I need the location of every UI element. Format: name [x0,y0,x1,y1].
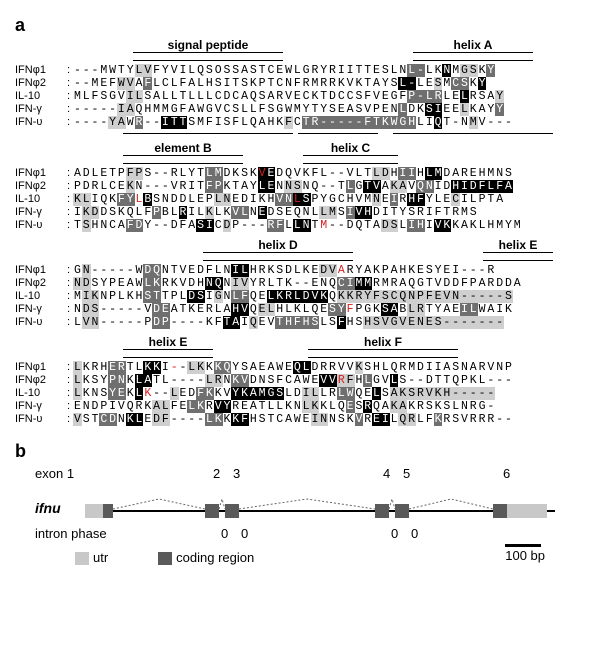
alignment-row: IL-10:LKNSYEKLK--LEDFKKVYKAMGSLDILLRLWQE… [15,387,585,400]
cds-block [225,504,239,518]
intron-phase-label: intron phase [35,526,107,541]
row-label: IFN-γ [15,400,67,413]
row-label: IFN-γ [15,103,67,116]
region-label: helix E [483,238,553,253]
scale-text: 100 bp [505,548,545,563]
row-label: IFN-γ [15,206,67,219]
alignment-row: IFN-υ:TSHNCAFDY--DFASICDP---RFLLNTM--DQT… [15,219,585,232]
sequence-alignment: signal peptide helix A IFNφ1:---MWTYLVFYVI… [15,38,585,426]
intron-arc [219,496,225,504]
intron-phase-value: 0 [391,526,398,541]
legend-utr-text: utr [93,550,108,565]
legend-cds: coding region [158,550,254,565]
alignment-row: IFN-υ:LVN-----PDP----KFTAIQEVTHFHSLSFHSH… [15,316,585,329]
scale-bar: 100 bp [505,544,545,563]
cds-block [493,504,507,518]
row-label: IL-10 [15,387,67,400]
gene-axis [85,510,555,512]
exon-number: 3 [233,466,240,481]
row-label: IFNφ1 [15,264,67,277]
row-label: IFN-υ [15,116,67,129]
alignment-row: IFN-γ:-----IAQHMMGFAWGVCSLLFSGWMYTYSEASV… [15,103,585,116]
alignment-row: IFN-υ:VSTCDNKLEDF----LKKKFHSTCAWEINNSKVR… [15,413,585,426]
cds-block [205,504,219,518]
panel-b-label: b [15,441,585,462]
region-label: helix E [123,335,213,350]
alignment-row: IFNφ1:ADLETPFPS--RLYTLMDKSKVEDQVKFL--VLT… [15,167,585,180]
legend-cds-text: coding region [176,550,254,565]
row-label: IL-10 [15,290,67,303]
cds-swatch [158,552,172,565]
alignment-row: IFN-γ:NDS-----VDEATKERLAHVQELHLKLQESYFPG… [15,303,585,316]
intron-phase-value: 0 [411,526,418,541]
intron-phase-value: 0 [241,526,248,541]
alignment-row: IL-10:KLIQKFYLBSNDDLEPLNEDIKHVNLSPYGCHVM… [15,193,585,206]
row-label: IFN-υ [15,413,67,426]
exon-prefix: exon [35,466,63,481]
row-label: IL-10 [15,90,67,103]
alignment-row: IL-10:MIKNPLKHSTTPLDSIGNLFQELKRLDVKQKKRY… [15,290,585,303]
cds-block [395,504,409,518]
intron-arc [113,496,205,504]
row-label: IFNφ2 [15,77,67,90]
legend: utr coding region [75,550,254,565]
exon-number: 5 [403,466,410,481]
alignment-row: IFN-γ:ENDPIVQRKALFELKRVYREATLLKNLKKLQESR… [15,400,585,413]
exon-num-1: 1 [67,466,74,481]
intron-arc [409,496,493,504]
exon-number: 4 [383,466,390,481]
intron-arc [239,496,375,504]
region-label: helix F [308,335,458,350]
row-label: IFN-γ [15,303,67,316]
scale-line [505,544,541,547]
gene-track [85,504,555,518]
row-label: IFNφ1 [15,64,67,77]
alignment-row: IFNφ1:---MWTYLVFYVILQSOSSASTCEWLGRYRIITT… [15,64,585,77]
intron-phase-value: 0 [221,526,228,541]
utr-swatch [75,552,89,565]
exon-number: 6 [503,466,510,481]
region-label: helix C [303,141,398,156]
panel-b: b exon 1 23456 ifnu intron phase 0000 ut… [15,441,585,566]
alignment-row: IL-10:MLFSGVILSALLTLLLCDCAQSARVECKTDCCSF… [15,90,585,103]
exon-number: 2 [213,466,220,481]
region-label: helix D [203,238,353,253]
row-label: IFNφ1 [15,167,67,180]
alignment-row: IFN-γ:IKDDSKQLFPBLRILKLKVLNEDSEQNLLMSIVH… [15,206,585,219]
alignment-row: IFN-υ:----YAWR--ITTSMFISFLQAHKFCTR-----F… [15,116,585,129]
utr-block [85,504,103,518]
row-label: IFNφ2 [15,374,67,387]
alignment-row: IFNφ2:LKSYPNKLATL----LRNKVDNSFCAWEVVRFHL… [15,374,585,387]
row-label: IFNφ1 [15,361,67,374]
row-label: IL-10 [15,193,67,206]
intron-arc [389,496,395,504]
region-label: signal peptide [133,38,283,53]
alignment-row: IFNφ1:GN-----WDQNTVEDFLNILHRKSDLKEDVARYA… [15,264,585,277]
alignment-row: IFNφ1:LKRHERTLKKI--LKKKQYSAEAWEQLDRRVVKS… [15,361,585,374]
row-label: IFN-υ [15,219,67,232]
utr-block [507,504,547,518]
region-label: helix A [413,38,533,53]
legend-utr: utr [75,550,108,565]
alignment-row: IFNφ2:--MEFWVAFLCLFALHSITSKPTCNFRMRRKVKT… [15,77,585,90]
exon-heading: exon 1 [35,466,74,481]
gene-structure-diagram: exon 1 23456 ifnu intron phase 0000 utr … [15,466,585,566]
alignment-row: IFNφ2:NDSYPEAWLKRKVDHNQNIVYRLTK--ENQCIMM… [15,277,585,290]
cds-block [103,504,113,518]
panel-a-label: a [15,15,585,36]
row-label: IFNφ2 [15,277,67,290]
gene-name: ifnu [35,500,61,516]
region-label: element B [123,141,243,156]
row-label: IFNφ2 [15,180,67,193]
row-label: IFN-υ [15,316,67,329]
cds-block [375,504,389,518]
panel-a: a signal peptide helix A IFNφ1:---MWTYLVFY… [15,15,585,426]
alignment-row: IFNφ2:PDRLCEKN---VRITFPKTAYLENNSNQ--TLGT… [15,180,585,193]
